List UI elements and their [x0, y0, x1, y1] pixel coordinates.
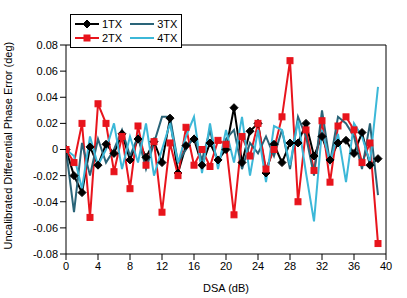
html-text:3TX: 3TX: [157, 18, 178, 30]
svg-text:0.06: 0.06: [37, 65, 58, 77]
svg-text:40: 40: [380, 260, 392, 272]
svg-text:-0.02: -0.02: [33, 170, 58, 182]
svg-text:8: 8: [127, 260, 133, 272]
svg-text:16: 16: [188, 260, 200, 272]
svg-text:-0.06: -0.06: [33, 222, 58, 234]
svg-text:0: 0: [52, 143, 58, 155]
svg-text:-0.04: -0.04: [33, 196, 58, 208]
svg-text:12: 12: [156, 260, 168, 272]
svg-text:Uncalibrated Differential Phas: Uncalibrated Differential Phase Error (d…: [8, 42, 14, 250]
html-text:2TX: 2TX: [102, 32, 123, 44]
svg-text:DSA (dB): DSA (dB): [203, 282, 249, 294]
svg-text:36: 36: [348, 260, 360, 272]
svg-text:-0.08: -0.08: [33, 248, 58, 260]
svg-text:0: 0: [63, 260, 69, 272]
svg-text:24: 24: [252, 260, 264, 272]
html-text:1TX: 1TX: [102, 18, 123, 30]
svg-text:32: 32: [316, 260, 328, 272]
svg-text:4: 4: [95, 260, 101, 272]
svg-text:20: 20: [220, 260, 232, 272]
html-text:4TX: 4TX: [157, 32, 178, 44]
svg-text:0.08: 0.08: [37, 39, 58, 51]
svg-text:0.02: 0.02: [37, 117, 58, 129]
svg-text:28: 28: [284, 260, 296, 272]
svg-text:0.04: 0.04: [37, 91, 58, 103]
